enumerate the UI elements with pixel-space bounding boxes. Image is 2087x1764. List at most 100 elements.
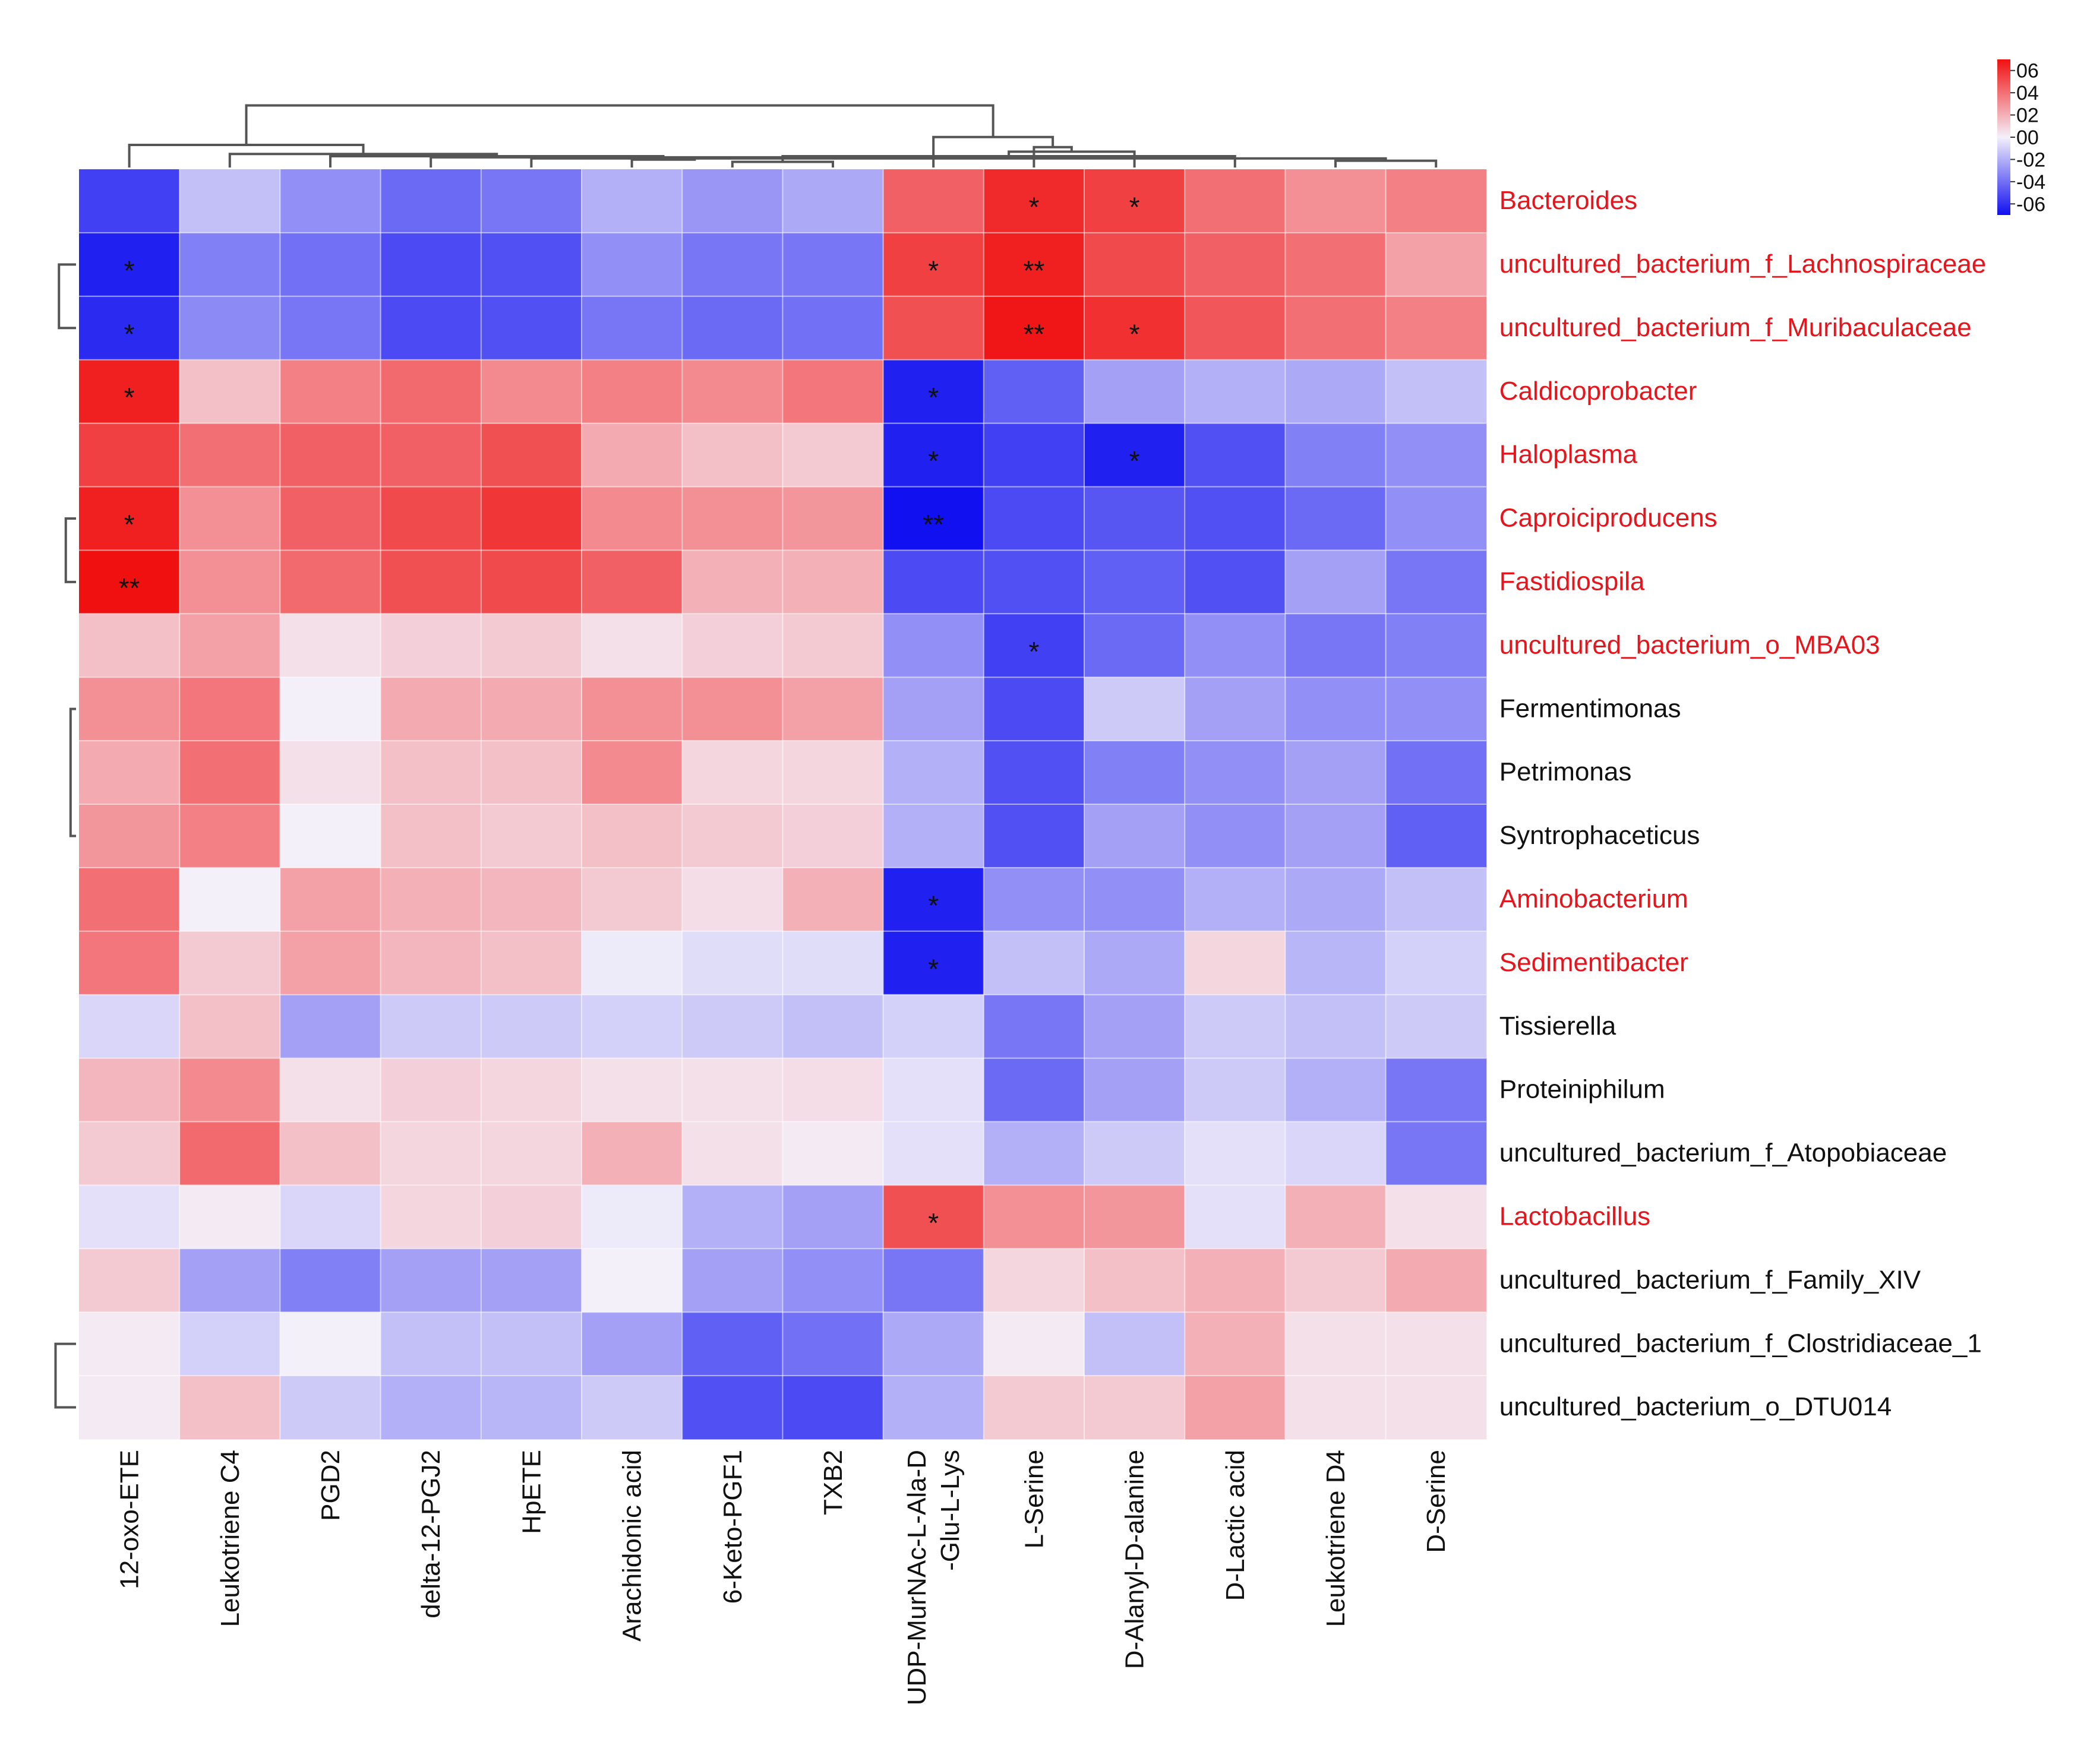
- heatmap-cell: [1385, 169, 1487, 233]
- heatmap-cell: [280, 931, 381, 995]
- heatmap-cell: [280, 994, 381, 1059]
- heatmap-cell: [782, 169, 884, 233]
- heatmap-cell: [983, 550, 1085, 614]
- heatmap-cell: [1285, 614, 1387, 678]
- heatmap-cell: [983, 867, 1085, 932]
- heatmap-cell: [1185, 1185, 1286, 1249]
- row-label: uncultured_bacterium_o_DTU014: [1499, 1392, 1892, 1421]
- dendrogram-link: [128, 144, 365, 167]
- heatmap-cell: [682, 867, 783, 932]
- colorbar-gradient: [1997, 59, 2010, 215]
- heatmap-cell: [1185, 994, 1286, 1059]
- heatmap-cell: [883, 359, 984, 424]
- heatmap-cell: [682, 1376, 783, 1440]
- colorbar-tick-label: -06: [2016, 193, 2045, 216]
- heatmap-cell: [380, 614, 482, 678]
- heatmap-cell: [582, 169, 683, 233]
- significance-star: **: [119, 573, 140, 603]
- heatmap-cell: [1084, 741, 1185, 805]
- heatmap-cell: [481, 804, 582, 868]
- heatmap-cell: [1084, 550, 1185, 614]
- heatmap-cell: [1385, 677, 1487, 741]
- heatmap-cell: [179, 232, 280, 297]
- heatmap-cell: [883, 232, 984, 297]
- heatmap-cell: [682, 296, 783, 361]
- heatmap-cell: [782, 614, 884, 678]
- heatmap-cell: [380, 486, 482, 551]
- heatmap-cell: [1185, 614, 1286, 678]
- heatmap-cell: [1385, 1185, 1487, 1249]
- row-label: uncultured_bacterium_f_Muribaculaceae: [1499, 313, 1972, 342]
- heatmap-cell: [1385, 741, 1487, 805]
- heatmap-cell: [1084, 169, 1185, 233]
- heatmap-cell: [1084, 486, 1185, 551]
- heatmap-cell: [983, 1121, 1085, 1186]
- heatmap-cell: [481, 1312, 582, 1376]
- heatmap-cell: [79, 423, 180, 487]
- dendrogram-link: [731, 160, 834, 167]
- row-label: Fermentimonas: [1499, 694, 1681, 723]
- heatmap-cell: [1084, 994, 1185, 1059]
- heatmap-cell: [79, 931, 180, 995]
- heatmap-cell: [1285, 359, 1387, 424]
- heatmap-cell: [1385, 994, 1487, 1059]
- row-label: uncultured_bacterium_f_Lachnospiraceae: [1499, 249, 1986, 279]
- heatmap-cell: [1285, 1121, 1387, 1186]
- heatmap-cell: [280, 1185, 381, 1249]
- heatmap-cell: [380, 232, 482, 297]
- heatmap-cell: [582, 931, 683, 995]
- heatmap-cell: [280, 614, 381, 678]
- heatmap-cell: [481, 296, 582, 361]
- heatmap-cell: [481, 423, 582, 487]
- heatmap-cell: [682, 614, 783, 678]
- heatmap-cell: [179, 1248, 280, 1313]
- significance-star: *: [1129, 318, 1140, 349]
- heatmap-cell: [1084, 1185, 1185, 1249]
- heatmap-cell: [1385, 359, 1487, 424]
- heatmap-cell: [280, 359, 381, 424]
- row-label: uncultured_bacterium_f_Atopobiaceae: [1499, 1139, 1947, 1168]
- heatmap-cell: [1285, 1312, 1387, 1376]
- heatmap-cell: [983, 296, 1085, 361]
- heatmap-cell: [380, 741, 482, 805]
- heatmap-cell: [1084, 1376, 1185, 1440]
- heatmap-cell: [1385, 232, 1487, 297]
- heatmap-cell: [682, 359, 783, 424]
- heatmap-cell: [280, 677, 381, 741]
- heatmap-cell: [79, 1312, 180, 1376]
- heatmap-cell: [782, 1376, 884, 1440]
- heatmap-cell: [782, 1248, 884, 1313]
- heatmap-cell: [983, 677, 1085, 741]
- heatmap-cell: [280, 232, 381, 297]
- heatmap-cell: [1385, 550, 1487, 614]
- heatmap-cell: [280, 741, 381, 805]
- heatmap-cell: [79, 1185, 180, 1249]
- heatmap-cell: [481, 169, 582, 233]
- heatmap-cell: [481, 232, 582, 297]
- heatmap-cell: [280, 867, 381, 932]
- heatmap-cell: [682, 931, 783, 995]
- heatmap-cell: [1185, 1312, 1286, 1376]
- heatmap-cell: [1385, 614, 1487, 678]
- dendrogram-link: [58, 263, 76, 330]
- significance-star: **: [1023, 255, 1044, 286]
- column-label: D-Serine: [1422, 1450, 1451, 1553]
- heatmap-cell: [1185, 359, 1286, 424]
- heatmap-cell: [582, 994, 683, 1059]
- heatmap-cell: [1084, 232, 1185, 297]
- row-label: Petrimonas: [1499, 757, 1632, 786]
- heatmap-cell: [380, 867, 482, 932]
- heatmap-cell: [179, 1185, 280, 1249]
- heatmap-cell: [1385, 296, 1487, 361]
- heatmap-cell: [79, 1058, 180, 1122]
- heatmap-cell: [1385, 931, 1487, 995]
- heatmap-cell: [481, 550, 582, 614]
- row-label: Fastidiospila: [1499, 567, 1645, 596]
- column-labels: 12-oxo-ETE Leukotriene C4 PGD2 delta-12-PGJ…: [115, 1450, 1451, 1705]
- heatmap-cell: [1285, 1058, 1387, 1122]
- heatmap-cell: [1285, 1185, 1387, 1249]
- heatmap-cell: [582, 232, 683, 297]
- heatmap-cell: [179, 741, 280, 805]
- heatmap-cell: [1185, 550, 1286, 614]
